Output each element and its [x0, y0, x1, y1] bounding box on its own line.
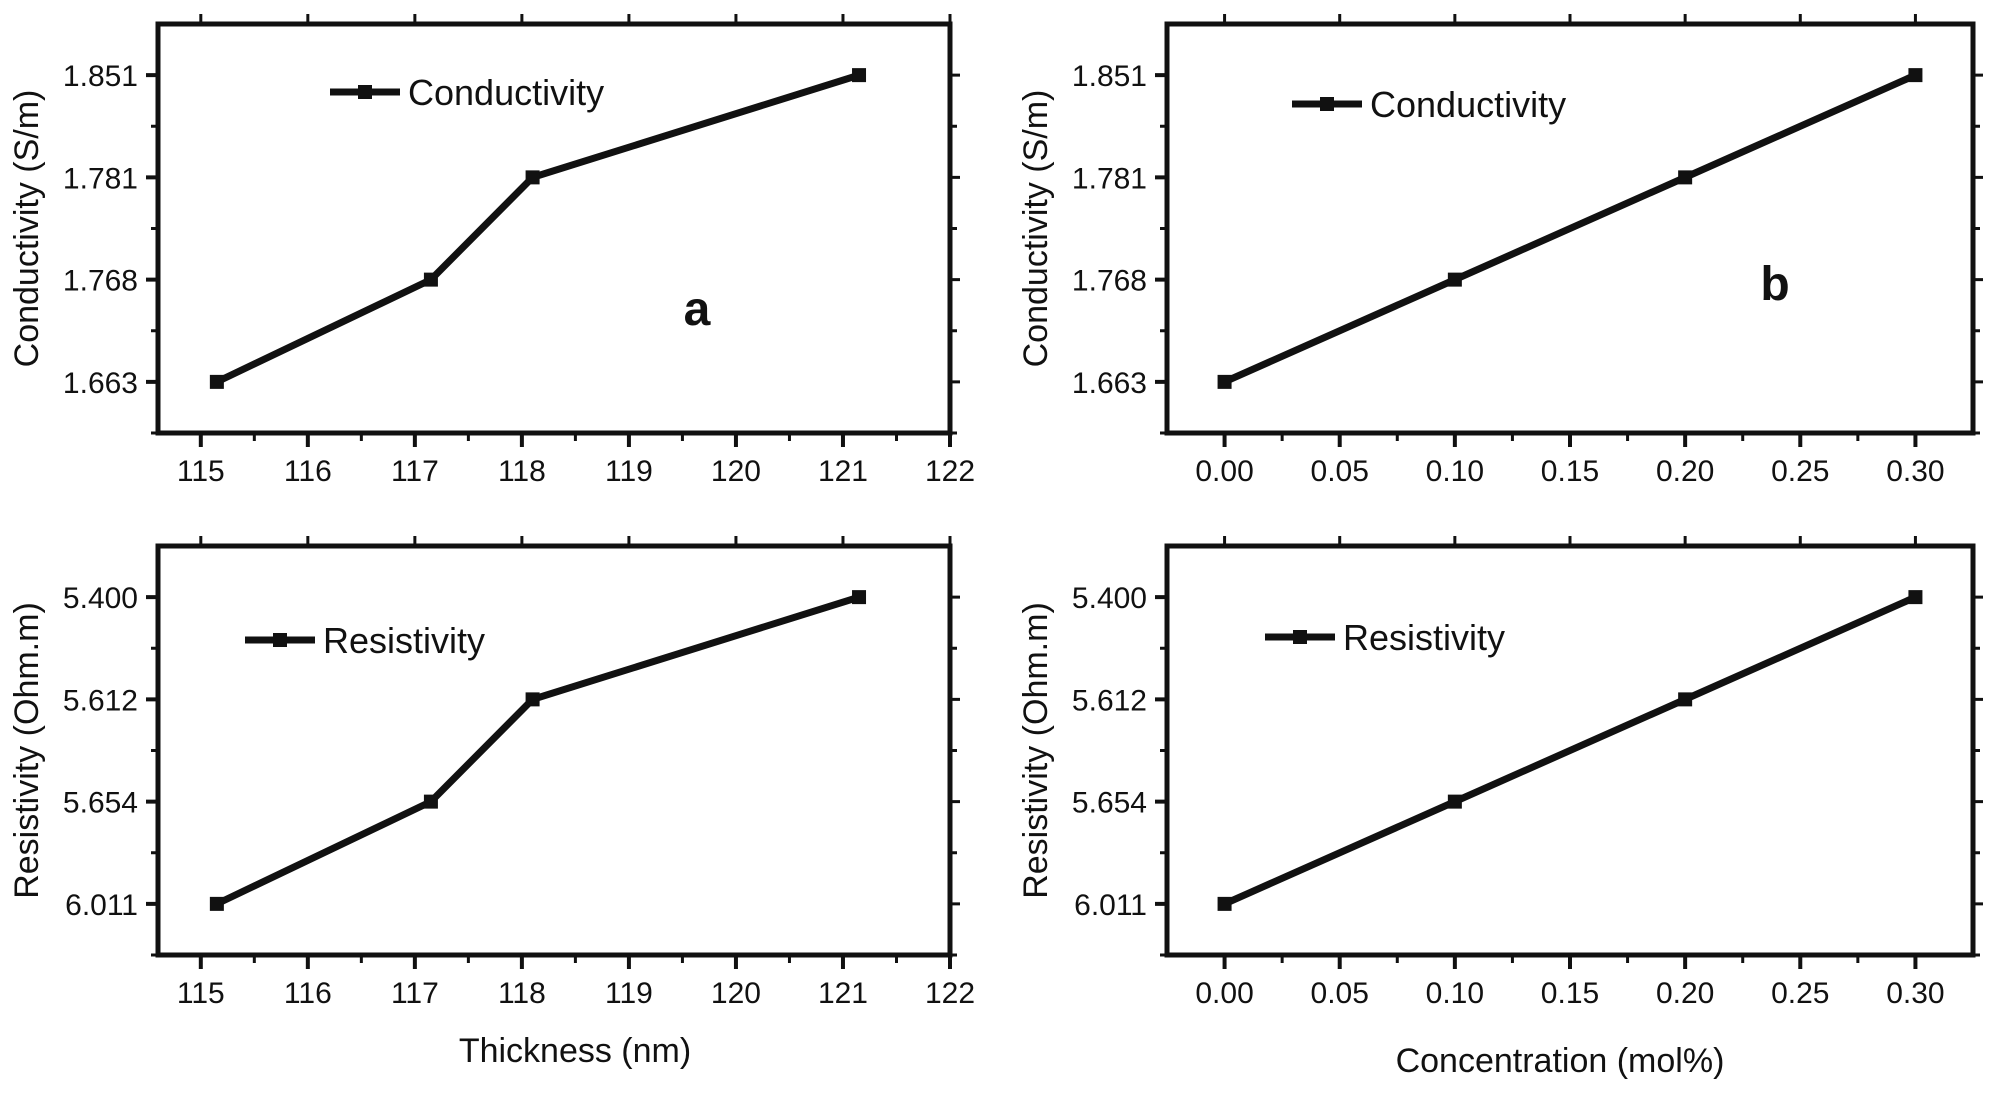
legend-marker: [1320, 97, 1334, 111]
x-tick-label: 0.15: [1541, 977, 1599, 1010]
data-point: [1678, 170, 1693, 185]
x-tick-label: 0.30: [1886, 977, 1944, 1010]
x-tick-label: 0.30: [1886, 455, 1944, 488]
legend-label: Conductivity: [408, 72, 604, 113]
data-point: [1447, 272, 1462, 287]
legend-label: Resistivity: [1343, 617, 1505, 658]
y-tick-label: 1.768: [63, 265, 138, 298]
y-tick-label: 6.011: [65, 889, 138, 922]
x-tick-label: 121: [818, 455, 868, 488]
x-tick-label: 0.20: [1656, 977, 1714, 1010]
y-tick-label: 1.781: [63, 162, 138, 195]
series-line: [215, 593, 861, 908]
data-point: [423, 272, 438, 287]
x-tick-label: 118: [498, 455, 546, 488]
x-tick-label: 116: [284, 455, 332, 488]
x-tick-label: 122: [925, 977, 975, 1010]
x-tick-label: 0.10: [1426, 977, 1484, 1010]
x-tick-label: 119: [605, 455, 653, 488]
data-point: [1908, 68, 1923, 83]
x-tick-label: 0.10: [1426, 455, 1484, 488]
y-axis-title: Conductivity (S/m): [1017, 90, 1055, 368]
y-tick-label: 5.654: [63, 787, 138, 820]
x-tick-label: 115: [177, 455, 225, 488]
x-tick-label: 0.00: [1195, 455, 1253, 488]
legend-label: Resistivity: [323, 620, 485, 661]
panel-b-conductivity: 0.00 0.05 0.10 0.15 0.20 0.25 0.30 1.663 1.768 1.…: [1017, 14, 1983, 488]
x-tick-label: 117: [391, 977, 439, 1010]
data-point: [525, 692, 540, 707]
x-tick-label: 0.20: [1656, 455, 1714, 488]
y-tick-label: 5.612: [63, 684, 138, 717]
data-point: [1678, 692, 1693, 707]
data-point: [852, 590, 867, 605]
y-tick-label: 1.663: [1072, 367, 1147, 400]
y-axis-title: Resistivity (Ohm.m): [1017, 602, 1055, 899]
y-tick-label: 6.011: [1074, 889, 1147, 922]
panel-letter: b: [1760, 258, 1789, 311]
x-tick-label: 120: [711, 977, 761, 1010]
x-tick-label: 116: [284, 977, 332, 1010]
data-point: [209, 374, 224, 389]
x-axis-title-thickness: Thickness (nm): [459, 1032, 691, 1070]
x-tick-label: 0.25: [1771, 977, 1829, 1010]
data-point: [525, 170, 540, 185]
series-line: [1223, 71, 1917, 386]
legend-marker: [1293, 630, 1307, 644]
data-point: [1217, 374, 1232, 389]
data-point: [1908, 590, 1923, 605]
legend-label: Conductivity: [1370, 84, 1566, 125]
panel-letter: a: [684, 283, 711, 336]
panel-a-conductivity: 115 116 117 118 119 120 121 122 1.663 1.768 1.781 1…: [8, 14, 975, 488]
x-tick-label: 0.05: [1311, 455, 1369, 488]
x-tick-label: 120: [711, 455, 761, 488]
y-tick-label: 1.768: [1072, 265, 1147, 298]
y-tick-label: 5.612: [1072, 684, 1147, 717]
x-tick-label: 119: [605, 977, 653, 1010]
y-axis-title: Resistivity (Ohm.m): [8, 602, 46, 899]
y-axis-title: Conductivity (S/m): [8, 90, 46, 368]
series-line: [1223, 593, 1917, 908]
x-tick-label: 117: [391, 455, 439, 488]
y-tick-label: 5.400: [63, 582, 138, 615]
x-tick-label: 115: [177, 977, 225, 1010]
data-point: [1217, 896, 1232, 911]
x-tick-label: 0.25: [1771, 455, 1829, 488]
x-tick-label: 0.00: [1195, 977, 1253, 1010]
x-axis-title-concentration: Concentration (mol%): [1396, 1042, 1725, 1080]
y-tick-label: 5.654: [1072, 787, 1147, 820]
data-point: [1447, 794, 1462, 809]
data-point: [852, 68, 867, 83]
panel-b-resistivity: 0.00 0.05 0.10 0.15 0.20 0.25 0.30 6.011 5.654 5.…: [1017, 536, 1983, 1010]
data-point: [209, 896, 224, 911]
legend-marker: [358, 85, 372, 99]
series-line: [215, 71, 861, 386]
y-tick-label: 1.781: [1072, 162, 1147, 195]
data-point: [423, 794, 438, 809]
y-tick-label: 5.400: [1072, 582, 1147, 615]
y-tick-label: 1.851: [63, 60, 138, 93]
x-tick-label: 0.15: [1541, 455, 1599, 488]
y-tick-label: 1.851: [1072, 60, 1147, 93]
x-tick-label: 121: [818, 977, 868, 1010]
legend-marker: [273, 633, 287, 647]
y-tick-label: 1.663: [63, 367, 138, 400]
panel-a-resistivity: 115 116 117 118 119 120 121 122 6.011 5.654 5.612 5…: [8, 536, 975, 1010]
x-tick-label: 0.05: [1311, 977, 1369, 1010]
x-tick-label: 122: [925, 455, 975, 488]
x-tick-label: 118: [498, 977, 546, 1010]
